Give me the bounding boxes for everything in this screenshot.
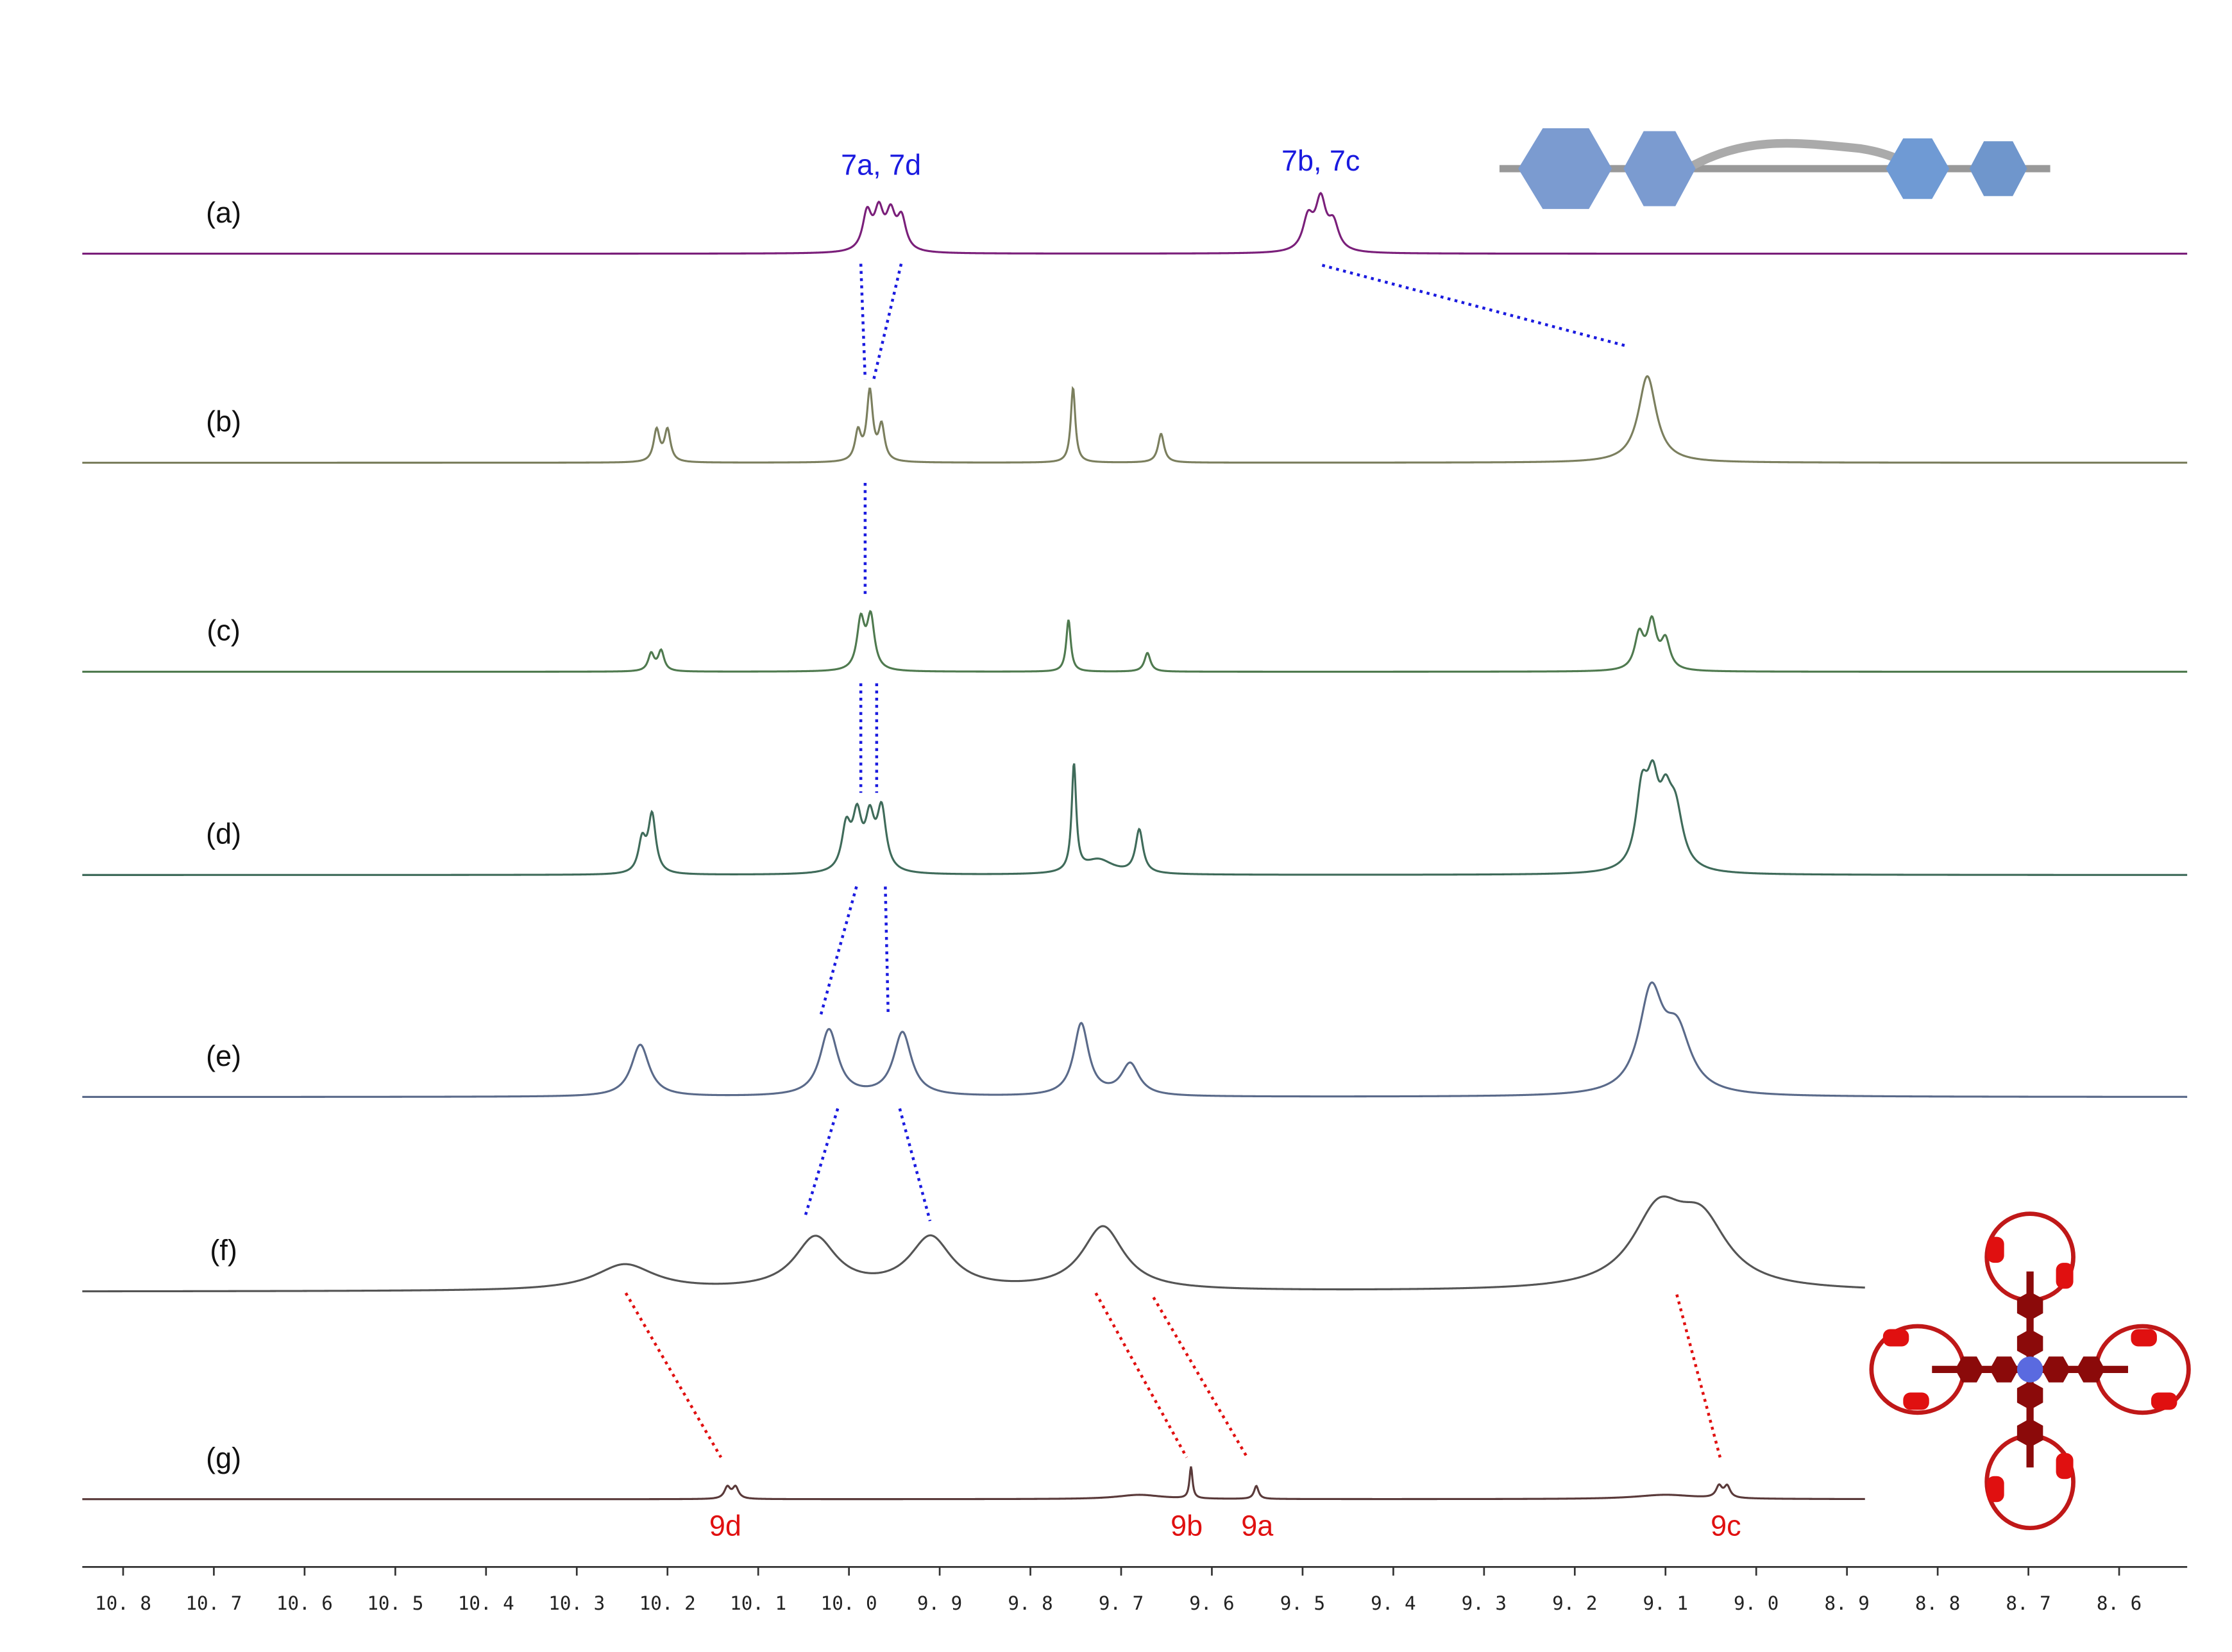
spectrum-trace bbox=[82, 981, 2188, 1099]
x-tick-label: 8. 7 bbox=[2006, 1592, 2050, 1614]
spectrum-label: (g) bbox=[206, 1442, 241, 1474]
spectrum-trace bbox=[82, 375, 2188, 464]
x-tick-label: 9. 4 bbox=[1371, 1592, 1416, 1614]
spectrum-trace bbox=[82, 610, 2188, 673]
spectrum-trace bbox=[82, 1466, 1865, 1501]
annotation: 9c bbox=[1711, 1510, 1741, 1542]
x-tick-label: 9. 9 bbox=[917, 1592, 962, 1614]
x-tick-label: 8. 9 bbox=[1824, 1592, 1869, 1614]
x-tick-label: 9. 1 bbox=[1643, 1592, 1688, 1614]
x-tick-label: 9. 2 bbox=[1552, 1592, 1597, 1614]
x-tick-label: 10. 8 bbox=[95, 1592, 151, 1614]
annotation: 9d bbox=[709, 1510, 741, 1542]
x-tick-label: 9. 7 bbox=[1099, 1592, 1144, 1614]
annotation: 9b bbox=[1171, 1510, 1203, 1542]
spectrum-label: (e) bbox=[206, 1040, 241, 1072]
spectrum-label: (c) bbox=[207, 614, 240, 647]
spectrum-label: (d) bbox=[206, 818, 241, 850]
x-tick-label: 10. 7 bbox=[185, 1592, 242, 1614]
x-tick-label: 9. 6 bbox=[1189, 1592, 1234, 1614]
x-tick-label: 8. 6 bbox=[2097, 1592, 2142, 1614]
x-tick-label: 10. 5 bbox=[367, 1592, 423, 1614]
spectrum-trace bbox=[82, 192, 2188, 255]
x-tick-label: 10. 0 bbox=[821, 1592, 877, 1614]
x-tick-label: 10. 4 bbox=[458, 1592, 514, 1614]
annotation: 7b, 7c bbox=[1281, 144, 1360, 177]
x-tick-label: 10. 6 bbox=[276, 1592, 333, 1614]
rotaxane-icon bbox=[1869, 1211, 2191, 1531]
correlation-lines bbox=[624, 263, 1722, 1458]
x-tick-label: 9. 8 bbox=[1008, 1592, 1053, 1614]
spectrum-label: (b) bbox=[206, 405, 241, 438]
axle-icon bbox=[1499, 128, 2050, 209]
x-tick-label: 10. 2 bbox=[639, 1592, 696, 1614]
spectrum-trace bbox=[82, 1195, 1865, 1293]
spectrum-label: (a) bbox=[206, 196, 241, 229]
x-tick-label: 9. 5 bbox=[1280, 1592, 1325, 1614]
x-tick-label: 10. 1 bbox=[730, 1592, 786, 1614]
x-tick-label: 9. 0 bbox=[1734, 1592, 1779, 1614]
annotation: 9a bbox=[1241, 1510, 1273, 1542]
x-tick-label: 10. 3 bbox=[548, 1592, 605, 1614]
x-tick-label: 8. 8 bbox=[1915, 1592, 1960, 1614]
annotation: 7a, 7d bbox=[841, 149, 921, 181]
spectrum-trace bbox=[82, 759, 2188, 876]
x-tick-label: 9. 3 bbox=[1462, 1592, 1507, 1614]
spectrum-label: (f) bbox=[210, 1234, 237, 1267]
